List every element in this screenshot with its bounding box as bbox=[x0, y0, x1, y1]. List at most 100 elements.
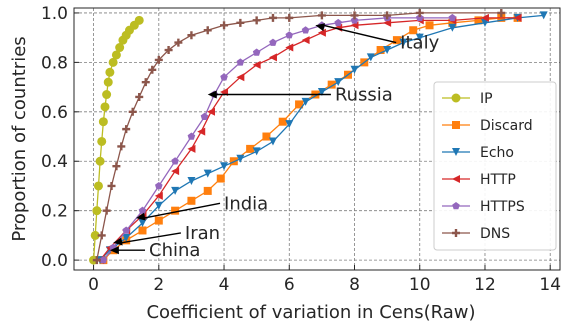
series-dns bbox=[92, 8, 506, 265]
legend-marker-https bbox=[452, 202, 460, 210]
legend-marker-ip bbox=[451, 93, 461, 103]
data-point-echo bbox=[203, 169, 212, 178]
data-point-echo bbox=[268, 137, 277, 146]
data-point-https bbox=[448, 13, 457, 22]
data-point-discard bbox=[171, 206, 180, 215]
annotation-label-china: China bbox=[149, 240, 200, 261]
legend-label-ip: IP bbox=[480, 91, 493, 107]
data-point-http bbox=[301, 36, 310, 45]
data-point-http bbox=[317, 28, 326, 37]
data-point-ip bbox=[97, 136, 107, 146]
data-point-ip bbox=[93, 181, 103, 191]
data-point-echo bbox=[383, 46, 392, 55]
data-point-https bbox=[171, 157, 179, 165]
data-point-echo bbox=[252, 147, 261, 156]
data-point-discard bbox=[187, 196, 196, 205]
data-point-dns bbox=[112, 162, 121, 171]
data-point-echo bbox=[171, 186, 180, 195]
data-point-https bbox=[415, 13, 424, 22]
data-point-https bbox=[200, 112, 209, 120]
annotation-iran: Iran bbox=[113, 223, 220, 246]
data-point-dns bbox=[236, 18, 245, 27]
annotation-russia: Russia bbox=[207, 85, 393, 106]
data-point-ip bbox=[103, 77, 113, 87]
data-point-echo bbox=[350, 65, 359, 74]
y-tick-label: 0.8 bbox=[41, 53, 68, 73]
data-point-ip bbox=[105, 67, 115, 77]
data-point-dns bbox=[285, 13, 294, 22]
y-tick-label: 0.2 bbox=[41, 202, 68, 222]
data-point-http bbox=[154, 191, 163, 200]
data-point-https bbox=[334, 18, 343, 27]
legend-entry-ip: IP bbox=[442, 91, 493, 107]
y-tick-label: 0.4 bbox=[41, 152, 68, 172]
annotation-italy: Italy bbox=[315, 23, 440, 54]
data-point-discard bbox=[376, 46, 385, 55]
x-tick-label: 2 bbox=[153, 275, 164, 295]
legend-label-dns: DNS bbox=[480, 226, 510, 242]
data-point-dns bbox=[497, 8, 506, 17]
data-point-echo bbox=[366, 53, 375, 62]
data-point-ip bbox=[100, 102, 110, 112]
legend-entry-http: HTTP bbox=[442, 172, 516, 188]
data-point-ip bbox=[111, 50, 121, 60]
x-tick-label: 10 bbox=[409, 275, 431, 295]
data-point-dns bbox=[252, 16, 261, 25]
y-tick-label: 1.0 bbox=[41, 4, 68, 24]
data-point-discard bbox=[474, 16, 483, 25]
annotation-arrowhead bbox=[315, 23, 326, 32]
data-point-ip bbox=[92, 206, 102, 216]
data-point-https bbox=[269, 38, 277, 46]
legend: IP Discard Echo HTTP HTTPS DNS bbox=[433, 81, 557, 251]
data-point-discard bbox=[138, 226, 147, 235]
data-point-http bbox=[513, 13, 522, 22]
data-point-dns bbox=[117, 142, 126, 151]
legend-entry-https: HTTPS bbox=[442, 199, 525, 215]
data-point-echo bbox=[399, 38, 408, 47]
y-tick-label: 0.0 bbox=[41, 251, 68, 271]
data-point-echo bbox=[220, 162, 229, 171]
legend-label-echo: Echo bbox=[480, 145, 514, 161]
data-point-dns bbox=[141, 78, 150, 87]
data-point-https bbox=[252, 48, 261, 56]
axes-layer: 0 2 4 6 8 10 12 14 0.0 0.2 0.4 0.6 0.8 1.0 Coefficient… bbox=[9, 4, 561, 323]
data-point-http bbox=[285, 43, 294, 52]
data-point-dns bbox=[383, 11, 392, 20]
x-tick-label: 4 bbox=[219, 275, 230, 295]
data-point-http bbox=[268, 53, 277, 62]
data-point-dns bbox=[187, 31, 196, 40]
data-point-echo bbox=[154, 201, 163, 210]
data-point-discard bbox=[448, 18, 457, 27]
data-point-echo bbox=[236, 154, 245, 163]
legend-box bbox=[433, 81, 557, 251]
data-point-echo bbox=[122, 233, 131, 242]
data-point-echo bbox=[301, 97, 310, 106]
annotation-arrowhead bbox=[109, 246, 119, 255]
annotation-arrowhead bbox=[135, 212, 146, 221]
data-point-dns bbox=[415, 8, 424, 17]
annotation-china: China bbox=[109, 240, 200, 261]
x-tick-label: 14 bbox=[539, 275, 561, 295]
data-point-https bbox=[236, 58, 245, 66]
data-point-discard bbox=[409, 26, 418, 35]
data-point-ip bbox=[134, 15, 144, 25]
data-point-dns bbox=[350, 11, 359, 20]
legend-label-https: HTTPS bbox=[480, 199, 525, 215]
data-point-discard bbox=[154, 216, 163, 225]
annotation-label-italy: Italy bbox=[400, 33, 439, 54]
legend-entry-echo: Echo bbox=[442, 145, 514, 161]
data-point-dns bbox=[148, 65, 157, 74]
legend-entry-dns: DNS bbox=[442, 226, 510, 242]
data-point-https bbox=[187, 132, 196, 140]
data-point-discard bbox=[216, 174, 225, 183]
data-point-echo bbox=[448, 23, 457, 32]
data-point-echo bbox=[539, 11, 548, 20]
data-point-http bbox=[187, 144, 196, 153]
legend-marker-discard bbox=[452, 121, 460, 129]
annotation-arrow-line bbox=[143, 202, 221, 219]
data-point-echo bbox=[187, 177, 196, 186]
legend-entry-discard: Discard bbox=[442, 118, 533, 134]
